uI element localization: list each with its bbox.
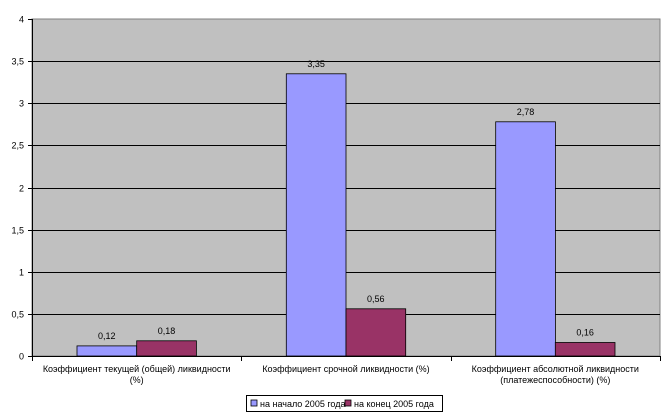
x-category-label: Коэффициент срочной ликвидности (%) <box>262 364 429 374</box>
bar <box>136 340 197 357</box>
bar <box>554 342 616 357</box>
bar <box>495 121 556 357</box>
y-tick-label: 3,5 <box>11 57 24 67</box>
legend-label: на начало 2005 года <box>260 399 345 409</box>
data-label: 0,56 <box>367 294 385 304</box>
data-label: 0,12 <box>98 331 116 341</box>
data-label: 2,78 <box>517 107 535 117</box>
legend-label: на конец 2005 года <box>354 399 434 409</box>
x-category-label: Коэффициент абсолютной ликвидности <box>472 364 639 374</box>
bars <box>76 73 616 357</box>
axes <box>32 19 661 361</box>
data-label: 0,18 <box>158 326 176 336</box>
y-tick-label: 4 <box>19 15 24 25</box>
x-category-label: (платежеспособности) (%) <box>500 375 610 385</box>
y-tick-label: 1 <box>19 268 24 278</box>
y-tick-label: 0 <box>19 352 24 362</box>
y-tick-label: 2,5 <box>11 141 24 151</box>
bar <box>285 73 347 357</box>
x-category-label: Коэффициент текущей (общей) ликвидности <box>43 364 231 374</box>
data-label: 3,35 <box>307 59 325 69</box>
legend-box <box>246 395 443 412</box>
x-axis-categories: Коэффициент текущей (общей) ликвидности(… <box>43 364 639 385</box>
legend: на начало 2005 года на конец 2005 года <box>246 395 443 412</box>
legend-swatch <box>250 399 258 407</box>
bar <box>345 308 407 357</box>
data-label: 0,16 <box>576 328 594 338</box>
y-tick-label: 1,5 <box>11 226 24 236</box>
y-tick-label: 2 <box>19 184 24 194</box>
y-tick-label: 0,5 <box>11 310 24 320</box>
x-category-label: (%) <box>130 375 144 385</box>
data-labels: 0,12 0,18 3,35 0,56 2,78 0,16 <box>98 59 594 341</box>
legend-swatch <box>344 399 352 407</box>
y-axis-ticks: 0 0,5 1 1,5 2 2,5 3 3,5 4 <box>11 15 32 362</box>
y-tick-label: 3 <box>19 99 24 109</box>
bar <box>76 345 138 357</box>
